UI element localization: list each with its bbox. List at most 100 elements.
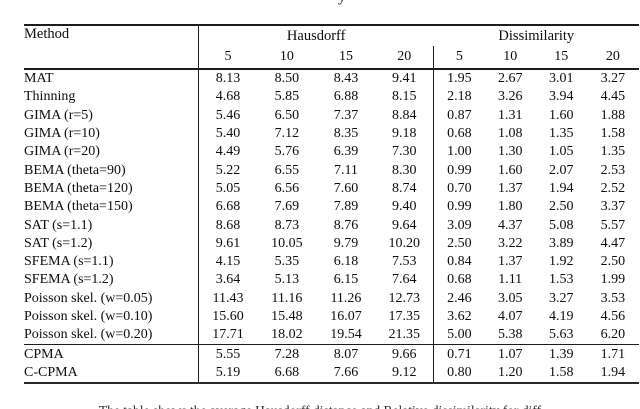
- method-cell: SAT (s=1.2): [24, 234, 199, 253]
- value-cell: 1.08: [497, 126, 523, 142]
- value-cell: 5.76: [274, 144, 300, 160]
- value-cell: 8.30: [392, 162, 417, 178]
- column-header-d5: 5: [433, 46, 485, 70]
- value-cell: 1.11: [498, 272, 523, 288]
- value-cell: 1.35: [600, 144, 626, 160]
- value-cell: 8.50: [274, 71, 300, 87]
- value-cell: 2.50: [600, 254, 626, 270]
- method-cell: Poisson skel. (w=0.05): [24, 289, 199, 308]
- value-cell: 0.99: [433, 161, 485, 180]
- value-cell: 8.35: [333, 126, 359, 142]
- value-cell: 2.67: [497, 71, 523, 87]
- value-cell: 5.85: [274, 89, 300, 105]
- value-cell: 3.64: [215, 272, 241, 288]
- value-cell: 0.99: [433, 198, 485, 217]
- value-cell: 7.89: [333, 199, 359, 215]
- value-cell: 1.05: [549, 144, 574, 160]
- value-cell: 2.52: [600, 180, 626, 196]
- value-cell: 1.00: [433, 143, 485, 162]
- value-cell: 9.61: [215, 235, 241, 251]
- value-cell: 6.20: [600, 327, 626, 343]
- value-cell: 8.73: [274, 217, 300, 233]
- table-row: C-CPMA 5.19 6.68 7.66 9.12 0.80 1.20 1.58 1.94: [24, 363, 639, 384]
- value-cell: 7.11: [333, 162, 358, 178]
- value-cell: 5.57: [600, 217, 626, 233]
- value-cell: 1.58: [600, 126, 626, 142]
- column-header-d10: 10: [484, 46, 536, 70]
- value-cell: 3.27: [549, 290, 574, 306]
- value-cell: 3.22: [497, 235, 523, 251]
- value-cell: 1.71: [586, 344, 639, 364]
- value-cell: 6.15: [333, 272, 359, 288]
- value-cell: 11.16: [271, 290, 303, 306]
- value-cell: 6.18: [333, 254, 359, 270]
- value-cell: 9.79: [333, 235, 359, 251]
- value-cell: 0.68: [433, 124, 485, 144]
- value-cell: 9.12: [392, 364, 417, 380]
- value-cell: 8.15: [392, 89, 417, 105]
- table-row: Poisson skel. (w=0.05) 11.43 11.16 11.26 12.…: [24, 289, 639, 308]
- table-row: SAT (s=1.2) 9.61 10.05 9.79 10.20 2.50 3.22 3.8…: [24, 234, 639, 253]
- value-cell: 4.49: [215, 144, 241, 160]
- value-cell: 1.37: [497, 180, 523, 196]
- column-header-h5: 5: [198, 46, 258, 70]
- column-header-h20: 20: [375, 46, 434, 70]
- value-cell: 2.50: [433, 234, 485, 253]
- value-cell: 7.64: [392, 272, 417, 288]
- value-cell: 2.46: [433, 289, 485, 308]
- value-cell: 2.07: [549, 162, 574, 178]
- value-cell: 9.64: [392, 217, 417, 233]
- method-cell: SFEMA (s=1.1): [24, 252, 199, 272]
- value-cell: 4.45: [600, 89, 626, 105]
- method-cell: BEMA (theta=150): [24, 198, 199, 217]
- value-cell: 1.20: [497, 364, 523, 380]
- method-cell: MAT: [24, 69, 199, 89]
- value-cell: 21.35: [388, 327, 421, 343]
- value-cell: 7.69: [274, 199, 300, 215]
- value-cell: 0.68: [433, 271, 485, 290]
- column-group-hausdorff: Hausdorff: [286, 27, 346, 44]
- method-cell: CPMA: [24, 344, 199, 364]
- table-row: MAT 8.13 8.50 8.43 9.41 1.95 2.67 3.01 3.27: [24, 69, 639, 89]
- value-cell: 17.35: [388, 309, 421, 324]
- results-table: Method Hausdorff Dissimilarity 5 10 15 2…: [24, 24, 639, 385]
- header-sub-row: 5 10 15 20 5 10 15 20: [24, 46, 639, 70]
- value-cell: 5.13: [274, 272, 300, 288]
- value-cell: 15.60: [212, 309, 244, 324]
- value-cell: 3.89: [549, 235, 574, 251]
- value-cell: 5.46: [215, 107, 241, 123]
- value-cell: 5.40: [215, 126, 241, 142]
- value-cell: 1.80: [497, 199, 523, 215]
- table-body: MAT 8.13 8.50 8.43 9.41 1.95 2.67 3.01 3.27 Thinn…: [24, 69, 639, 384]
- value-cell: 4.37: [497, 217, 523, 233]
- value-cell: 1.35: [549, 126, 574, 142]
- table-row: Poisson skel. (w=0.20) 17.71 18.02 19.54 21.…: [24, 326, 639, 345]
- value-cell: 19.54: [330, 327, 362, 343]
- value-cell: 5.22: [215, 162, 241, 178]
- value-cell: 4.56: [600, 309, 626, 324]
- table-row: SFEMA (s=1.2) 3.64 5.13 6.15 7.64 0.68 1.11 1.5…: [24, 271, 639, 290]
- value-cell: 8.68: [215, 217, 241, 233]
- method-cell: Poisson skel. (w=0.20): [24, 326, 199, 345]
- value-cell: 1.53: [549, 272, 574, 288]
- value-cell: 8.13: [215, 71, 241, 87]
- table-row: Thinning 4.68 5.85 6.88 8.15 2.18 3.26 3.94 4.45: [24, 88, 639, 107]
- value-cell: 8.74: [392, 180, 417, 196]
- value-cell: 1.92: [549, 254, 574, 270]
- table-row: CPMA 5.55 7.28 8.07 9.66 0.71 1.07 1.39 1.71: [24, 344, 639, 364]
- cutoff-caption-bottom: The table shows the average Hausdorff di…: [0, 403, 640, 409]
- column-header-d20: 20: [586, 46, 639, 70]
- value-cell: 5.19: [215, 364, 241, 380]
- value-cell: 1.95: [433, 69, 485, 89]
- value-cell: 6.55: [274, 162, 300, 178]
- method-cell: Poisson skel. (w=0.10): [24, 307, 199, 327]
- value-cell: 6.68: [215, 199, 241, 215]
- table-row: BEMA (theta=150) 6.68 7.69 7.89 9.40 0.99 1.80…: [24, 198, 639, 217]
- method-cell: BEMA (theta=120): [24, 179, 199, 199]
- value-cell: 9.18: [392, 126, 417, 142]
- value-cell: 7.53: [392, 254, 417, 270]
- value-cell: 8.76: [333, 217, 359, 233]
- value-cell: 5.55: [198, 344, 258, 364]
- value-cell: 0.71: [433, 344, 485, 364]
- value-cell: 10.20: [388, 235, 421, 251]
